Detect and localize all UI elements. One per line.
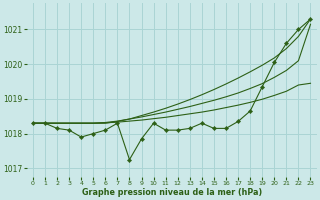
X-axis label: Graphe pression niveau de la mer (hPa): Graphe pression niveau de la mer (hPa) (82, 188, 262, 197)
